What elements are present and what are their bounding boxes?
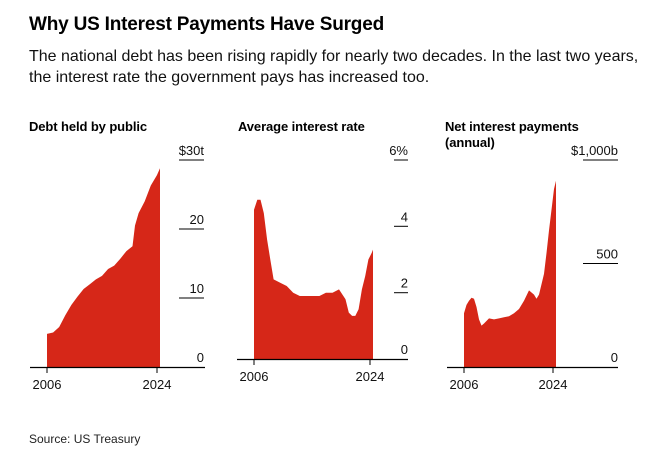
x-tick-label-interest-2024: 2024 bbox=[539, 377, 568, 392]
area-series-debt bbox=[47, 168, 160, 367]
panel-title-debt: Debt held by public bbox=[29, 119, 147, 134]
y-tick-label-rate-2: 2 bbox=[401, 276, 408, 291]
x-tick-label-interest-2006: 2006 bbox=[450, 377, 479, 392]
y-tick-label-interest-0: 0 bbox=[611, 350, 618, 365]
area-series-rate bbox=[254, 199, 373, 359]
chart-subtitle: The national debt has been rising rapidl… bbox=[29, 48, 639, 86]
panel-title-interest-rate: Average interest rate bbox=[238, 119, 365, 134]
y-tick-label-interest-500: 500 bbox=[596, 247, 618, 262]
chart-title: Why US Interest Payments Have Surged bbox=[29, 14, 384, 35]
y-tick-label-rate-6: 6% bbox=[389, 143, 408, 158]
y-tick-label-rate-4: 4 bbox=[401, 209, 408, 224]
panel-title-net-interest-line2: (annual) bbox=[445, 135, 495, 150]
source-note: Source: US Treasury bbox=[29, 432, 141, 446]
y-tick-label-debt-30: $30t bbox=[179, 143, 205, 158]
y-tick-label-debt-10: 10 bbox=[190, 281, 204, 296]
area-series-interest bbox=[464, 180, 556, 367]
x-tick-label-debt-2006: 2006 bbox=[33, 377, 62, 392]
y-tick-label-interest-1000: $1,000b bbox=[571, 143, 618, 158]
y-tick-label-rate-0: 0 bbox=[401, 342, 408, 357]
y-tick-label-debt-20: 20 bbox=[190, 212, 204, 227]
x-tick-label-rate-2024: 2024 bbox=[356, 369, 385, 384]
x-tick-label-rate-2006: 2006 bbox=[240, 369, 269, 384]
y-tick-label-debt-0: 0 bbox=[197, 350, 204, 365]
panel-title-net-interest-line1: Net interest payments bbox=[445, 119, 579, 134]
x-tick-label-debt-2024: 2024 bbox=[143, 377, 172, 392]
panel-title-net-interest: Net interest payments (annual) bbox=[445, 119, 579, 151]
